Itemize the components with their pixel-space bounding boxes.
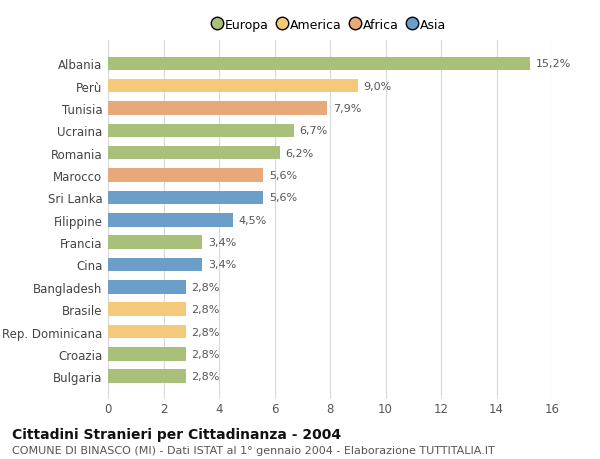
Text: 5,6%: 5,6% [269,171,297,181]
Text: Cittadini Stranieri per Cittadinanza - 2004: Cittadini Stranieri per Cittadinanza - 2… [12,427,341,441]
Text: 3,4%: 3,4% [208,260,236,270]
Bar [108,280,186,294]
Bar [108,369,186,383]
Bar [108,102,327,116]
Bar [108,80,358,93]
Text: 2,8%: 2,8% [191,304,220,314]
Bar [108,191,263,205]
Bar [108,236,202,249]
Bar [108,147,280,160]
Text: 7,9%: 7,9% [333,104,361,114]
Text: 2,8%: 2,8% [191,349,220,359]
Text: 9,0%: 9,0% [363,82,392,91]
Bar [108,169,263,182]
Text: 2,8%: 2,8% [191,327,220,337]
Text: 2,8%: 2,8% [191,282,220,292]
Bar [108,325,186,338]
Text: 15,2%: 15,2% [535,59,571,69]
Legend: Europa, America, Africa, Asia: Europa, America, Africa, Asia [214,18,446,32]
Bar [108,124,294,138]
Text: 4,5%: 4,5% [238,215,266,225]
Bar [108,303,186,316]
Text: 3,4%: 3,4% [208,238,236,247]
Bar [108,347,186,361]
Text: 2,8%: 2,8% [191,371,220,381]
Text: 6,2%: 6,2% [286,148,314,158]
Text: 6,7%: 6,7% [299,126,328,136]
Bar [108,57,530,71]
Text: COMUNE DI BINASCO (MI) - Dati ISTAT al 1° gennaio 2004 - Elaborazione TUTTITALIA: COMUNE DI BINASCO (MI) - Dati ISTAT al 1… [12,445,495,455]
Bar [108,258,202,272]
Text: 5,6%: 5,6% [269,193,297,203]
Bar [108,213,233,227]
